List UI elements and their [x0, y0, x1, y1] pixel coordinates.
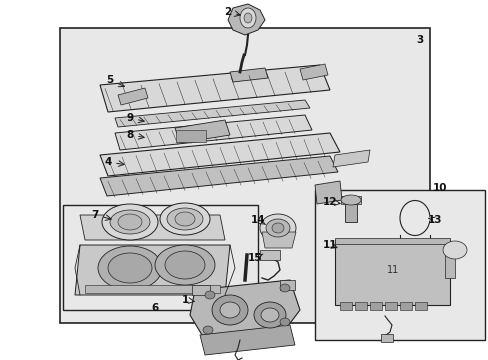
- Bar: [334, 240, 449, 305]
- Polygon shape: [118, 88, 148, 105]
- Bar: [60, 28, 429, 323]
- Text: 15: 15: [247, 253, 262, 263]
- Ellipse shape: [164, 251, 204, 279]
- Text: 8: 8: [126, 130, 133, 140]
- Text: 14: 14: [250, 215, 265, 225]
- Polygon shape: [227, 4, 264, 35]
- Ellipse shape: [110, 210, 150, 234]
- Ellipse shape: [280, 284, 289, 292]
- Text: 2: 2: [224, 7, 231, 17]
- Bar: [345, 200, 356, 222]
- Bar: [334, 238, 449, 244]
- Bar: [369, 302, 381, 310]
- Ellipse shape: [265, 219, 289, 237]
- Text: 9: 9: [126, 113, 133, 123]
- Polygon shape: [175, 120, 229, 143]
- Bar: [414, 302, 426, 310]
- Ellipse shape: [261, 308, 279, 322]
- Text: 3: 3: [415, 35, 423, 45]
- Polygon shape: [100, 156, 337, 196]
- Polygon shape: [200, 325, 294, 355]
- Text: 1: 1: [181, 295, 188, 305]
- Ellipse shape: [340, 195, 360, 205]
- Bar: [85, 285, 220, 293]
- Polygon shape: [115, 100, 309, 127]
- Bar: [176, 130, 205, 142]
- Polygon shape: [100, 65, 329, 112]
- Bar: [314, 190, 484, 340]
- Ellipse shape: [280, 318, 289, 326]
- Polygon shape: [115, 115, 311, 150]
- Ellipse shape: [160, 203, 209, 235]
- Polygon shape: [229, 68, 267, 82]
- Text: 5: 5: [106, 75, 113, 85]
- Text: 11: 11: [386, 265, 398, 275]
- Polygon shape: [299, 64, 327, 80]
- Ellipse shape: [253, 302, 285, 328]
- Ellipse shape: [244, 13, 251, 23]
- Ellipse shape: [240, 8, 256, 28]
- Bar: [339, 302, 351, 310]
- Text: 13: 13: [427, 215, 441, 225]
- Polygon shape: [314, 181, 341, 204]
- Bar: [192, 285, 209, 295]
- Polygon shape: [75, 245, 229, 295]
- Bar: [399, 302, 411, 310]
- Ellipse shape: [118, 214, 142, 230]
- Polygon shape: [332, 150, 369, 167]
- Polygon shape: [80, 215, 224, 240]
- Text: 12: 12: [322, 197, 337, 207]
- Ellipse shape: [271, 223, 284, 233]
- Text: 4: 4: [104, 157, 111, 167]
- Text: 11: 11: [322, 240, 337, 250]
- Ellipse shape: [98, 246, 162, 290]
- Polygon shape: [190, 280, 299, 340]
- Polygon shape: [262, 232, 295, 248]
- Ellipse shape: [167, 208, 203, 230]
- Ellipse shape: [203, 326, 213, 334]
- Text: 6: 6: [151, 303, 158, 313]
- Bar: [260, 250, 280, 260]
- Bar: [340, 196, 360, 204]
- Ellipse shape: [155, 245, 215, 285]
- Ellipse shape: [175, 212, 195, 226]
- Ellipse shape: [442, 241, 466, 259]
- Text: 10: 10: [432, 183, 447, 193]
- Ellipse shape: [220, 302, 240, 318]
- Ellipse shape: [212, 295, 247, 325]
- Bar: [384, 302, 396, 310]
- Bar: [444, 248, 454, 278]
- Ellipse shape: [102, 204, 158, 240]
- Bar: [380, 334, 392, 342]
- Ellipse shape: [204, 291, 215, 299]
- Bar: [63, 205, 258, 310]
- Ellipse shape: [260, 214, 295, 242]
- Polygon shape: [100, 133, 339, 176]
- Bar: [280, 280, 294, 290]
- Text: 7: 7: [91, 210, 99, 220]
- Bar: [354, 302, 366, 310]
- Ellipse shape: [108, 253, 152, 283]
